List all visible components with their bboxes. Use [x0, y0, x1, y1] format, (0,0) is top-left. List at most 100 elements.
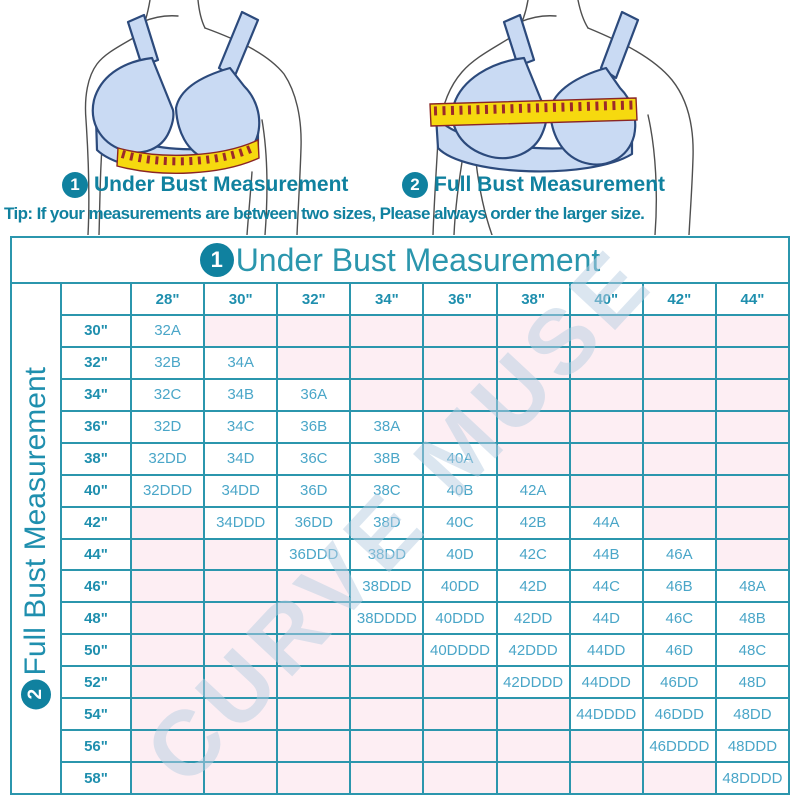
empty-cell — [205, 571, 277, 602]
row-header: 34" — [62, 379, 130, 410]
empty-cell — [424, 699, 496, 730]
size-cell: 32B — [132, 347, 204, 378]
empty-cell — [205, 699, 277, 730]
size-cell: 36DD — [278, 507, 350, 538]
size-cell: 42DDD — [497, 635, 569, 666]
empty-cell — [278, 763, 350, 793]
size-cell: 40C — [424, 507, 496, 538]
empty-cell — [132, 603, 204, 634]
empty-cell — [205, 635, 277, 666]
empty-cell — [643, 411, 715, 442]
empty-cell — [570, 347, 642, 378]
size-cell: 48B — [716, 603, 788, 634]
empty-cell — [643, 475, 715, 506]
table-title: 1 Under Bust Measurement — [12, 238, 788, 284]
empty-cell — [497, 443, 569, 474]
empty-cell — [205, 667, 277, 698]
col-header: 32" — [278, 284, 350, 314]
size-cell: 46DDD — [643, 699, 715, 730]
size-cell: 42DDDD — [497, 667, 569, 698]
size-cell: 38C — [351, 475, 423, 506]
caption-under-bust: 1 Under Bust Measurement — [62, 172, 348, 198]
size-cell: 38DDD — [351, 571, 423, 602]
row-axis-label-text: Full Bust Measurement — [19, 367, 52, 676]
size-cell: 44DDD — [570, 667, 642, 698]
empty-cell — [205, 731, 277, 762]
size-cell: 36DDD — [278, 539, 350, 570]
empty-cell — [497, 347, 569, 378]
size-cell: 36B — [278, 411, 350, 442]
size-cell: 32DD — [132, 443, 204, 474]
number-2-badge: 2 — [21, 679, 51, 710]
size-cell: 32D — [132, 411, 204, 442]
size-cell: 38DDDD — [351, 603, 423, 634]
empty-cell — [205, 763, 277, 793]
measuring-tape-underbust — [116, 138, 260, 174]
size-cell: 48D — [716, 667, 788, 698]
empty-cell — [278, 667, 350, 698]
size-cell: 42D — [497, 571, 569, 602]
empty-cell — [497, 763, 569, 793]
size-cell: 44DD — [570, 635, 642, 666]
row-header: 30" — [62, 316, 130, 346]
caption-under-bust-label: Under Bust Measurement — [94, 173, 349, 196]
empty-cell — [205, 316, 277, 346]
empty-cell — [570, 731, 642, 762]
empty-cell — [643, 763, 715, 793]
size-cell: 48DDD — [716, 731, 788, 762]
size-cell: 46DDDD — [643, 731, 715, 762]
size-cell: 46B — [643, 571, 715, 602]
empty-cell — [424, 316, 496, 346]
size-cell: 40D — [424, 539, 496, 570]
empty-cell — [351, 635, 423, 666]
row-header: 54" — [62, 699, 130, 730]
size-table: 1 Under Bust Measurement 2 Full Bust Mea… — [10, 227, 790, 800]
size-cell: 40DDDD — [424, 635, 496, 666]
empty-cell — [716, 411, 788, 442]
empty-cell — [570, 475, 642, 506]
size-cell: 38DD — [351, 539, 423, 570]
corner-cell — [62, 284, 130, 314]
size-cell: 32A — [132, 316, 204, 346]
size-cell: 34DD — [205, 475, 277, 506]
empty-cell — [643, 507, 715, 538]
empty-cell — [643, 347, 715, 378]
size-cell: 42A — [497, 475, 569, 506]
empty-cell — [132, 571, 204, 602]
empty-cell — [351, 316, 423, 346]
under-bust-illustration — [84, 0, 302, 235]
empty-cell — [132, 731, 204, 762]
empty-cell — [716, 347, 788, 378]
row-header: 32" — [62, 347, 130, 378]
empty-cell — [716, 507, 788, 538]
empty-cell — [716, 443, 788, 474]
row-header: 50" — [62, 635, 130, 666]
row-header: 38" — [62, 443, 130, 474]
col-header: 30" — [205, 284, 277, 314]
size-cell: 48C — [716, 635, 788, 666]
size-cell: 40DDD — [424, 603, 496, 634]
empty-cell — [643, 379, 715, 410]
full-bust-illustration — [429, 0, 694, 235]
empty-cell — [570, 316, 642, 346]
size-cell: 36D — [278, 475, 350, 506]
number-1-badge: 1 — [199, 243, 234, 277]
size-cell: 42B — [497, 507, 569, 538]
empty-cell — [351, 699, 423, 730]
size-cell: 46D — [643, 635, 715, 666]
col-header: 28" — [132, 284, 204, 314]
caption-full-bust-label: Full Bust Measurement — [434, 173, 666, 196]
size-cell: 42DD — [497, 603, 569, 634]
col-header: 34" — [351, 284, 423, 314]
size-cell: 32C — [132, 379, 204, 410]
number-1-badge: 1 — [62, 172, 88, 198]
empty-cell — [205, 539, 277, 570]
empty-cell — [570, 379, 642, 410]
empty-cell — [643, 316, 715, 346]
size-cell: 34A — [205, 347, 277, 378]
size-cell: 38B — [351, 443, 423, 474]
empty-cell — [132, 507, 204, 538]
size-cell: 46DD — [643, 667, 715, 698]
row-header: 42" — [62, 507, 130, 538]
